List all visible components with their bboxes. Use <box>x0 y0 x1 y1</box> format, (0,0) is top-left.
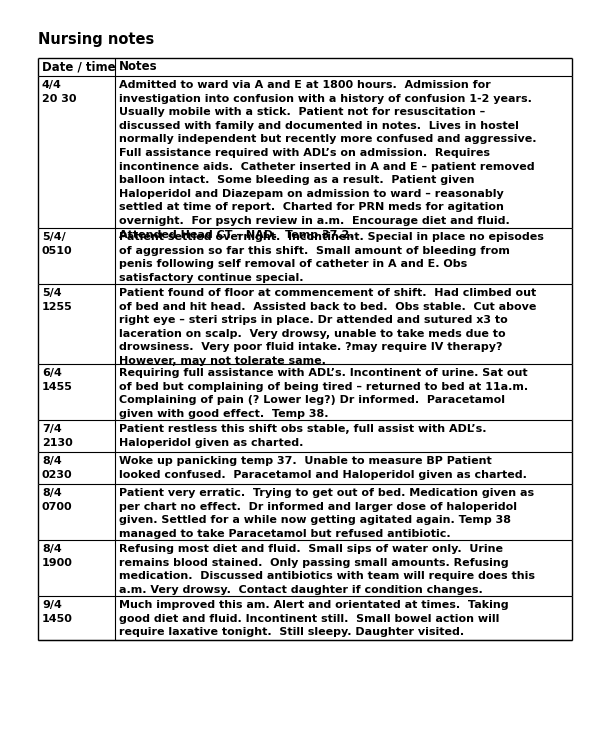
Text: Woke up panicking temp 37.  Unable to measure BP Patient
looked confused.  Parac: Woke up panicking temp 37. Unable to mea… <box>119 456 527 480</box>
Text: 4/4
20 30: 4/4 20 30 <box>42 80 77 104</box>
Text: 7/4
2130: 7/4 2130 <box>42 424 73 447</box>
Text: Patient found of floor at commencement of shift.  Had climbed out
of bed and hit: Patient found of floor at commencement o… <box>119 288 536 366</box>
Text: Nursing notes: Nursing notes <box>38 32 154 47</box>
Text: Much improved this am. Alert and orientated at times.  Taking
good diet and flui: Much improved this am. Alert and orienta… <box>119 600 509 637</box>
Text: 8/4
0230: 8/4 0230 <box>42 456 73 480</box>
Text: Patient very erratic.  Trying to get out of bed. Medication given as
per chart n: Patient very erratic. Trying to get out … <box>119 488 534 539</box>
Text: Refusing most diet and fluid.  Small sips of water only.  Urine
remains blood st: Refusing most diet and fluid. Small sips… <box>119 544 535 595</box>
Text: Date / time: Date / time <box>42 61 116 74</box>
Text: 8/4
0700: 8/4 0700 <box>42 488 73 512</box>
Text: Patient settled overnight.  Incontinent. Special in place no episodes
of aggress: Patient settled overnight. Incontinent. … <box>119 232 544 283</box>
Text: Admitted to ward via A and E at 1800 hours.  Admission for
investigation into co: Admitted to ward via A and E at 1800 hou… <box>119 80 536 239</box>
Text: 5/4
1255: 5/4 1255 <box>42 288 73 312</box>
Text: 9/4
1450: 9/4 1450 <box>42 600 73 623</box>
Text: 8/4
1900: 8/4 1900 <box>42 544 73 568</box>
Text: Notes: Notes <box>119 61 158 74</box>
Text: Patient restless this shift obs stable, full assist with ADL’s.
Haloperidol give: Patient restless this shift obs stable, … <box>119 424 487 447</box>
Text: 6/4
1455: 6/4 1455 <box>42 368 73 391</box>
Text: 5/4/
0510: 5/4/ 0510 <box>42 232 73 256</box>
Text: Requiring full assistance with ADL’s. Incontinent of urine. Sat out
of bed but c: Requiring full assistance with ADL’s. In… <box>119 368 528 419</box>
